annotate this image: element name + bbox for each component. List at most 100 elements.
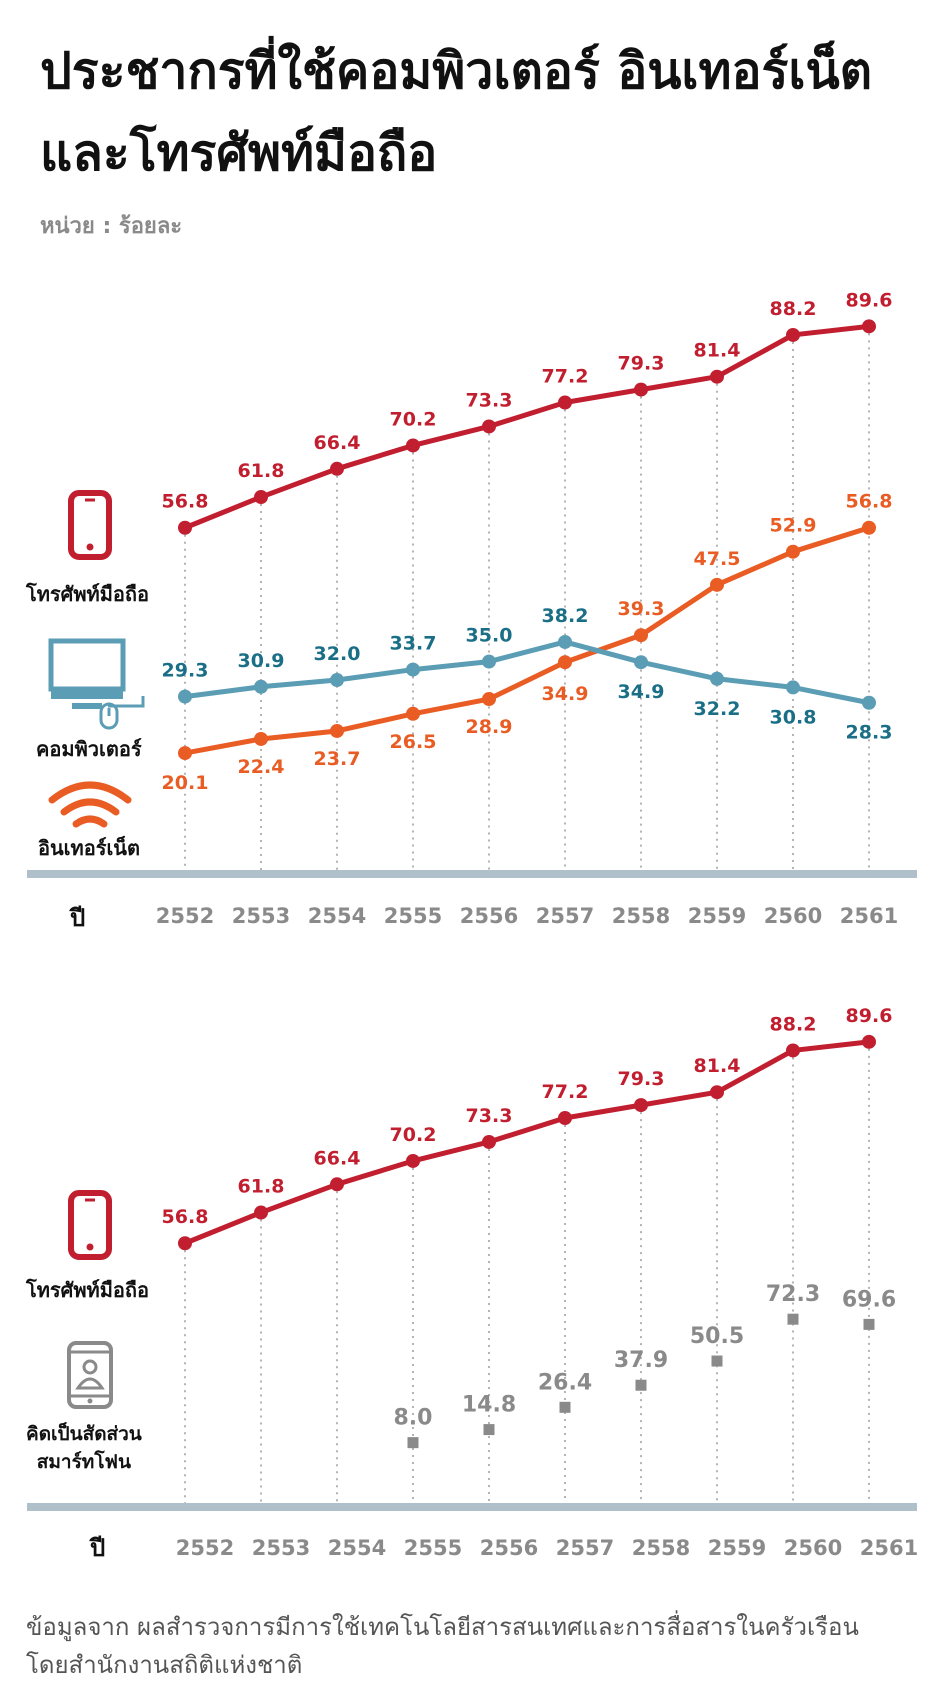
data-point [254, 731, 268, 746]
data-label: 77.2 [542, 365, 589, 387]
data-point [254, 679, 268, 694]
x-tick-label: 2559 [688, 904, 746, 928]
data-label: 61.8 [238, 1176, 285, 1198]
data-label: 26.4 [538, 1370, 592, 1395]
data-label: 66.4 [314, 432, 361, 454]
data-point [862, 695, 876, 710]
x-tick-label: 2554 [328, 1536, 386, 1560]
data-point [482, 1134, 496, 1149]
data-point [862, 1034, 876, 1049]
title-line-2: และโทรศัพท์มือถือ [40, 124, 438, 182]
data-point [178, 520, 192, 535]
data-point [482, 654, 496, 669]
data-point [862, 319, 876, 334]
data-point [178, 689, 192, 704]
legend-internet: อินเทอร์เน็ต [38, 836, 140, 860]
legend-smartphone-line-2: สมาร์ทโฟน [36, 1451, 131, 1473]
page-title: ประชากรที่ใช้คอมพิวเตอร์ อินเทอร์เน็ต แล… [40, 30, 872, 194]
x-tick-label: 2552 [156, 904, 214, 928]
data-point [406, 706, 420, 721]
x-tick-label: 2552 [176, 1536, 234, 1560]
data-point [710, 369, 724, 384]
data-point [482, 692, 496, 707]
data-label: 73.3 [466, 389, 513, 411]
data-label: 8.0 [394, 1406, 433, 1431]
mobile-phone-icon [68, 1190, 112, 1260]
series-smartphone: 8.0 14.8 26.4 37.9 50.5 72.3 69.6 [394, 1282, 896, 1449]
legend-mobile: โทรศัพท์มือถือ [26, 582, 150, 606]
data-point [406, 438, 420, 453]
data-label: 23.7 [314, 748, 361, 770]
data-label: 72.3 [766, 1282, 820, 1307]
title-line-1: ประชากรที่ใช้คอมพิวเตอร์ อินเทอร์เน็ต [40, 42, 873, 100]
data-label: 89.6 [846, 1005, 893, 1027]
data-label: 26.5 [390, 731, 437, 753]
unit-label: หน่วย : ร้อยละ [40, 214, 183, 239]
data-point [482, 419, 496, 434]
data-point [786, 327, 800, 342]
data-point [710, 1085, 724, 1100]
data-point [634, 382, 648, 397]
data-point [786, 680, 800, 695]
x-tick-label: 2560 [764, 904, 822, 928]
source-note: ข้อมูลจาก ผลสำรวจการมีการใช้เทคโนโลยีสาร… [26, 1608, 859, 1684]
x-axis-label-1: ปี [70, 904, 86, 932]
data-label: 35.0 [466, 625, 513, 647]
series-internet: 20.1 22.4 23.7 26.5 28.9 34.9 39.3 47.5 52.9 56.8 [162, 491, 893, 794]
data-point [710, 671, 724, 686]
x-tick-label: 2559 [708, 1536, 766, 1560]
data-label: 79.3 [618, 1068, 665, 1090]
series-line [184, 1039, 870, 1246]
mobile-phone-icon [68, 490, 112, 560]
data-point [330, 673, 344, 688]
data-label: 47.5 [694, 548, 741, 570]
legend-smartphone-line-1: คิดเป็นสัดส่วน [26, 1423, 142, 1445]
legend-computer: คอมพิวเตอร์ [36, 737, 142, 761]
x-tick-label: 2555 [404, 1536, 462, 1560]
data-label: 69.6 [842, 1287, 896, 1312]
data-point [863, 1318, 875, 1330]
data-label: 34.9 [618, 681, 665, 703]
series-line [184, 323, 870, 531]
data-label: 88.2 [770, 1013, 817, 1035]
data-label: 73.3 [466, 1105, 513, 1127]
data-label: 70.2 [390, 408, 437, 430]
legend-mobile-2: โทรศัพท์มือถือ [26, 1278, 150, 1302]
data-label: 30.9 [238, 650, 285, 672]
data-point [559, 1401, 571, 1413]
source-line-2: โดยสำนักงานสถิติแห่งชาติ [26, 1651, 303, 1679]
data-label: 88.2 [770, 298, 817, 320]
data-label: 56.8 [162, 1206, 209, 1228]
series-mobile: 56.8 61.8 66.4 70.2 73.3 77.2 79.3 81.4 88.2 89.6 [162, 1005, 893, 1251]
data-point [558, 1110, 572, 1125]
data-label: 20.1 [162, 772, 209, 794]
data-label: 22.4 [238, 756, 285, 778]
data-label: 79.3 [618, 353, 665, 375]
x-tick-label: 2561 [840, 904, 898, 928]
data-label: 32.0 [314, 643, 361, 665]
x-tick-label: 2553 [232, 904, 290, 928]
series-line [184, 639, 870, 706]
data-point [407, 1437, 419, 1449]
data-point [862, 520, 876, 535]
data-point [634, 655, 648, 670]
data-point [330, 723, 344, 738]
data-label: 14.8 [462, 1393, 516, 1418]
data-label: 28.9 [466, 716, 513, 738]
x-tick-label: 2555 [384, 904, 442, 928]
computer-icon [48, 638, 145, 730]
data-label: 34.9 [542, 683, 589, 705]
legend-smartphone: คิดเป็นสัดส่วน สมาร์ทโฟน [26, 1420, 142, 1476]
data-point [558, 634, 572, 649]
data-label: 29.3 [162, 660, 209, 682]
gridlines [184, 326, 870, 870]
data-point [710, 577, 724, 592]
source-line-1: ข้อมูลจาก ผลสำรวจการมีการใช้เทคโนโลยีสาร… [26, 1613, 859, 1641]
smartphone-user-icon [67, 1341, 113, 1409]
data-label: 70.2 [390, 1124, 437, 1146]
x-tick-label: 2553 [252, 1536, 310, 1560]
data-label: 52.9 [770, 515, 817, 537]
data-point [483, 1424, 495, 1436]
x-tick-label: 2558 [632, 1536, 690, 1560]
